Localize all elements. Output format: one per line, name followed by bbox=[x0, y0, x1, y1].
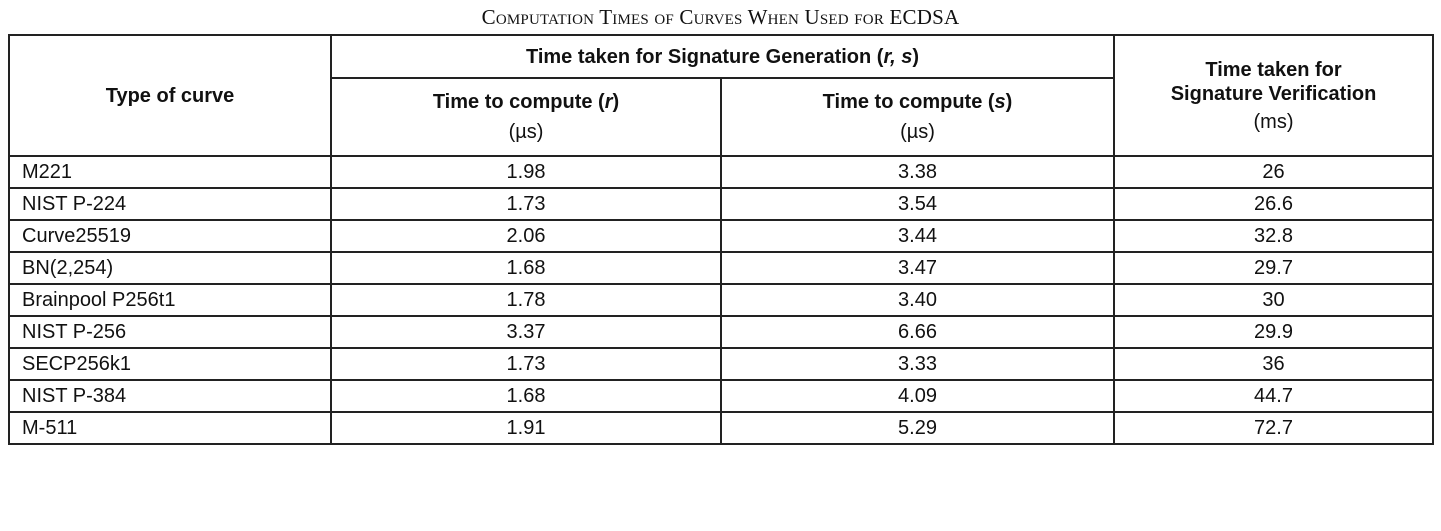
cell-time-r: 2.06 bbox=[330, 219, 722, 253]
cell-time-verify: 72.7 bbox=[1113, 411, 1435, 445]
cell-curve-name: NIST P-256 bbox=[8, 315, 332, 349]
header-verification-unit: (ms) bbox=[1253, 110, 1294, 133]
header-s-unit: (µs) bbox=[900, 121, 935, 143]
cell-time-s: 3.44 bbox=[719, 219, 1116, 253]
header-s-var: s bbox=[994, 91, 1006, 113]
computation-times-table: Type of curve Time taken for Signature G… bbox=[8, 34, 1435, 445]
header-row-1: Type of curve Time taken for Signature G… bbox=[8, 34, 1435, 157]
header-signature-generation-vars: r, s bbox=[883, 45, 913, 68]
cell-time-verify: 44.7 bbox=[1113, 379, 1435, 413]
cell-time-r: 1.68 bbox=[330, 379, 722, 413]
cell-time-r: 1.91 bbox=[330, 411, 722, 445]
header-signature-verification: Time taken for Signature Verification (m… bbox=[1113, 34, 1435, 157]
cell-time-verify: 36 bbox=[1113, 347, 1435, 381]
cell-curve-name: NIST P-384 bbox=[8, 379, 332, 413]
cell-time-r: 3.37 bbox=[330, 315, 722, 349]
cell-curve-name: Curve25519 bbox=[8, 219, 332, 253]
cell-time-r: 1.68 bbox=[330, 251, 722, 285]
table-header: Type of curve Time taken for Signature G… bbox=[8, 34, 1435, 157]
header-time-compute-s: Time to compute (s) (µs) bbox=[719, 77, 1116, 157]
table-row: Curve25519 2.06 3.44 32.8 bbox=[8, 219, 1435, 253]
cell-time-s: 3.47 bbox=[719, 251, 1116, 285]
header-signature-generation-prefix: Time taken for Signature Generation ( bbox=[525, 45, 884, 68]
header-r-var: r bbox=[604, 91, 613, 113]
cell-time-r: 1.73 bbox=[330, 347, 722, 381]
cell-curve-name: NIST P-224 bbox=[8, 187, 332, 221]
table-row: Brainpool P256t1 1.78 3.40 30 bbox=[8, 283, 1435, 317]
cell-time-verify: 29.9 bbox=[1113, 315, 1435, 349]
table-body: M221 1.98 3.38 26 NIST P-224 1.73 3.54 2… bbox=[8, 155, 1435, 445]
cell-time-r: 1.78 bbox=[330, 283, 722, 317]
cell-curve-name: BN(2,254) bbox=[8, 251, 332, 285]
cell-time-r: 1.98 bbox=[330, 155, 722, 189]
cell-time-verify: 32.8 bbox=[1113, 219, 1435, 253]
cell-time-s: 5.29 bbox=[719, 411, 1116, 445]
table-row: NIST P-224 1.73 3.54 26.6 bbox=[8, 187, 1435, 221]
cell-time-verify: 26 bbox=[1113, 155, 1435, 189]
table-row: BN(2,254) 1.68 3.47 29.7 bbox=[8, 251, 1435, 285]
table-caption: Computation Times of Curves When Used fo… bbox=[481, 5, 960, 29]
header-row-2: Time to compute (r) (µs) Time to compute… bbox=[9, 77, 1433, 157]
header-type-of-curve: Type of curve bbox=[8, 34, 332, 157]
header-r-unit: (µs) bbox=[508, 121, 544, 143]
table-row: NIST P-384 1.68 4.09 44.7 bbox=[8, 379, 1435, 413]
cell-time-verify: 26.6 bbox=[1113, 187, 1435, 221]
cell-time-s: 3.54 bbox=[719, 187, 1116, 221]
header-signature-generation: Time taken for Signature Generation (r, … bbox=[329, 34, 1116, 79]
cell-time-verify: 30 bbox=[1113, 283, 1435, 317]
cell-time-s: 3.33 bbox=[719, 347, 1116, 381]
table-row: M-511 1.91 5.29 72.7 bbox=[8, 411, 1435, 445]
cell-time-s: 3.38 bbox=[719, 155, 1116, 189]
header-s-prefix: Time to compute ( bbox=[822, 91, 995, 113]
header-signature-generation-suffix: ) bbox=[912, 45, 920, 68]
cell-time-s: 6.66 bbox=[719, 315, 1116, 349]
cell-curve-name: SECP256k1 bbox=[8, 347, 332, 381]
header-time-compute-r: Time to compute (r) (µs) bbox=[330, 77, 722, 157]
header-r-prefix: Time to compute ( bbox=[432, 91, 605, 113]
header-r-suffix: ) bbox=[612, 91, 620, 113]
cell-time-s: 4.09 bbox=[719, 379, 1116, 413]
cell-curve-name: Brainpool P256t1 bbox=[8, 283, 332, 317]
table-row: M221 1.98 3.38 26 bbox=[8, 155, 1435, 189]
header-verification-line2: Signature Verification bbox=[1170, 82, 1377, 105]
cell-curve-name: M221 bbox=[8, 155, 332, 189]
cell-time-verify: 29.7 bbox=[1113, 251, 1435, 285]
header-verification-line1: Time taken for bbox=[1205, 58, 1342, 81]
table-row: NIST P-256 3.37 6.66 29.9 bbox=[8, 315, 1435, 349]
cell-curve-name: M-511 bbox=[8, 411, 332, 445]
cell-time-r: 1.73 bbox=[330, 187, 722, 221]
header-s-suffix: ) bbox=[1005, 91, 1013, 113]
cell-time-s: 3.40 bbox=[719, 283, 1116, 317]
table-row: SECP256k1 1.73 3.33 36 bbox=[8, 347, 1435, 381]
